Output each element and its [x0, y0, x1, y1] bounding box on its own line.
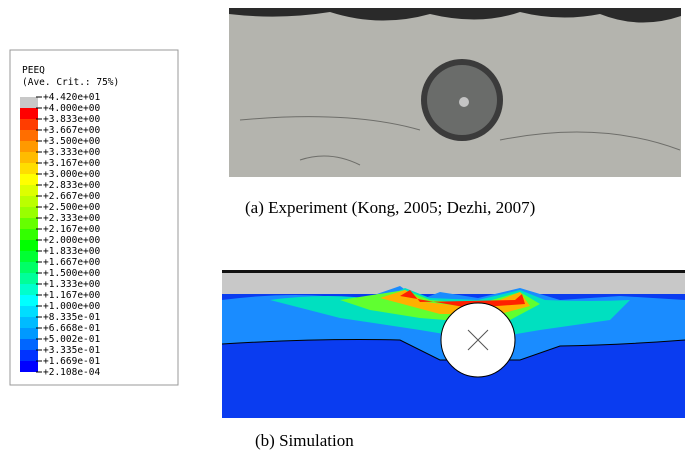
legend-label: +2.500e+00: [43, 202, 100, 213]
legend-band: [20, 119, 38, 130]
experiment-image: [229, 8, 681, 177]
legend-band: [20, 229, 38, 240]
legend-label: +2.667e+00: [43, 191, 100, 202]
legend-label: +4.000e+00: [43, 103, 100, 114]
legend-label: +1.333e+00: [43, 279, 100, 290]
legend-band: [20, 361, 38, 372]
legend-band: [20, 185, 38, 196]
legend-label: +1.833e+00: [43, 246, 100, 257]
simulation-image: [222, 270, 685, 418]
legend-label: +1.167e+00: [43, 290, 100, 301]
legend-band: [20, 218, 38, 229]
legend-band: [20, 350, 38, 361]
legend-subtitle: (Ave. Crit.: 75%): [22, 77, 119, 88]
legend-band: [20, 141, 38, 152]
caption: (b) Simulation: [255, 431, 354, 450]
legend-label: +2.167e+00: [43, 224, 100, 235]
legend-band: [20, 295, 38, 306]
legend-label: +3.333e+00: [43, 147, 100, 158]
legend-band: [20, 306, 38, 317]
legend-label: +4.420e+01: [43, 92, 100, 103]
legend-label: +8.335e-01: [43, 312, 100, 323]
legend-label: +1.500e+00: [43, 268, 100, 279]
legend-band: [20, 339, 38, 350]
legend-label: +1.669e-01: [43, 356, 100, 367]
legend-band: [20, 174, 38, 185]
legend-band: [20, 262, 38, 273]
legend-band: [20, 317, 38, 328]
legend-band: [20, 152, 38, 163]
legend-label: +3.335e-01: [43, 345, 100, 356]
legend-band: [20, 273, 38, 284]
legend-band: [20, 108, 38, 119]
legend-band: [20, 328, 38, 339]
legend-label: +1.667e+00: [43, 257, 100, 268]
legend-band: [20, 196, 38, 207]
legend-band: [20, 163, 38, 174]
legend-label: +3.833e+00: [43, 114, 100, 125]
legend-label: +5.002e-01: [43, 334, 100, 345]
legend-label: +3.167e+00: [43, 158, 100, 169]
legend-label: +1.000e+00: [43, 301, 100, 312]
legend-label: +3.500e+00: [43, 136, 100, 147]
legend-label: +2.000e+00: [43, 235, 100, 246]
legend-band: [20, 97, 38, 108]
legend-title: PEEQ: [22, 65, 45, 76]
legend-label: +3.000e+00: [43, 169, 100, 180]
legend-band: [20, 240, 38, 251]
legend-band: [20, 130, 38, 141]
legend-label: +6.668e-01: [43, 323, 100, 334]
legend-label: +2.333e+00: [43, 213, 100, 224]
caption: (a) Experiment (Kong, 2005; Dezhi, 2007): [245, 198, 535, 217]
legend-label: +3.667e+00: [43, 125, 100, 136]
legend-label: +2.833e+00: [43, 180, 100, 191]
figure: PEEQ (Ave. Crit.: 75%) (a) Experiment (K…: [0, 0, 687, 456]
legend-band: [20, 207, 38, 218]
legend-band: [20, 251, 38, 262]
legend-label: +2.108e-04: [43, 367, 100, 378]
legend-band: [20, 284, 38, 295]
